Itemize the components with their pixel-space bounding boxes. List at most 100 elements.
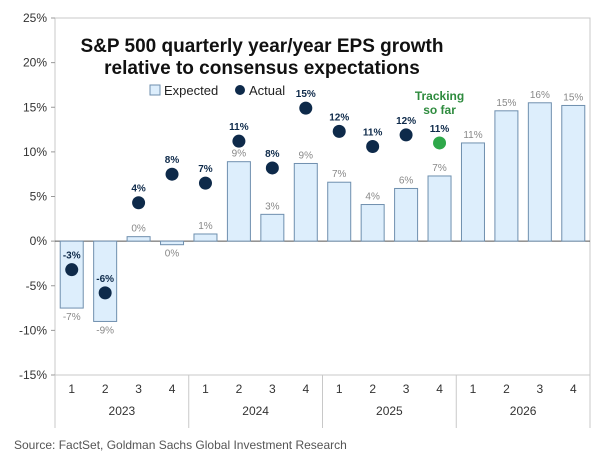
expected-value-label: 7% <box>332 169 347 180</box>
chart-legend: Expected Actual <box>149 83 285 98</box>
x-quarter-label: 3 <box>135 382 142 396</box>
x-year-label: 2025 <box>376 404 403 418</box>
tracking-annotation: Tracking <box>415 89 464 103</box>
actual-value-label: 4% <box>131 184 146 195</box>
actual-dot <box>165 167 179 181</box>
expected-bar <box>360 204 385 242</box>
expected-bar <box>126 236 151 242</box>
legend-actual-label: Actual <box>249 83 285 98</box>
actual-dot <box>98 286 112 300</box>
expected-bar <box>460 142 485 242</box>
x-quarter-label: 2 <box>236 382 243 396</box>
actual-value-label: 7% <box>198 164 213 175</box>
actual-value-label: 12% <box>329 112 349 123</box>
legend-expected-swatch <box>149 84 161 96</box>
x-quarter-label: 4 <box>436 382 443 396</box>
expected-value-label: 0% <box>131 224 146 235</box>
expected-value-label: 4% <box>365 192 380 203</box>
y-tick-label: 5% <box>30 190 48 204</box>
actual-dot <box>399 128 413 142</box>
expected-value-label: 11% <box>463 130 482 141</box>
expected-value-label: 16% <box>530 90 550 101</box>
expected-value-label: -9% <box>96 325 114 336</box>
actual-dot <box>366 140 380 154</box>
actual-value-label: 11% <box>363 128 383 139</box>
x-quarter-label: 3 <box>403 382 410 396</box>
expected-value-label: 9% <box>232 149 247 160</box>
y-tick-label: 10% <box>23 145 47 159</box>
x-year-label: 2024 <box>242 404 269 418</box>
actual-dot <box>198 176 212 190</box>
expected-value-label: 15% <box>496 98 516 109</box>
expected-bar <box>93 240 118 322</box>
expected-bar <box>427 175 452 242</box>
x-quarter-label: 4 <box>302 382 309 396</box>
x-year-label: 2023 <box>109 404 136 418</box>
y-tick-label: -15% <box>19 368 47 382</box>
actual-dot <box>299 101 313 115</box>
legend-actual-swatch <box>235 85 245 95</box>
actual-dots <box>65 101 447 300</box>
chart-title-line: S&P 500 quarterly year/year EPS growth <box>81 36 444 57</box>
x-quarter-label: 1 <box>470 382 477 396</box>
x-axis-labels: 1 2 3 4 1 2 3 4 1 2 3 4 1 2 3 4 2023 2024 2025 2026 <box>54 375 591 428</box>
x-quarter-label: 1 <box>68 382 75 396</box>
expected-bar <box>160 240 185 246</box>
actual-value-label: 12% <box>396 116 416 127</box>
expected-bar <box>226 161 251 242</box>
actual-value-label: 8% <box>165 155 180 166</box>
y-tick-label: 25% <box>23 11 47 25</box>
x-year-label: 2026 <box>510 404 537 418</box>
actual-value-label: 15% <box>296 89 316 100</box>
chart-title-line: relative to consensus expectations <box>104 58 420 79</box>
tracking-annotation: so far <box>423 103 456 117</box>
actual-dot <box>132 196 146 210</box>
actual-value-label: 11% <box>430 124 450 135</box>
y-tick-label: -5% <box>26 279 48 293</box>
x-quarter-label: 3 <box>269 382 276 396</box>
eps-growth-chart: 25% 20% 15% 10% 5% 0% -5% -10% -15% -7% -9% 0% 0% 1%… <box>19 11 591 428</box>
x-quarter-label: 2 <box>102 382 109 396</box>
expected-value-label: 3% <box>265 201 280 212</box>
y-tick-label: -10% <box>19 323 47 337</box>
data-labels: -7% -9% 0% 0% 1% 9% 3% 9% 7% 4% 6% 7% 11% 15% 16% 15% -3… <box>63 89 584 336</box>
actual-dot <box>232 134 246 148</box>
expected-bar <box>193 233 218 242</box>
y-tick-label: 20% <box>23 56 47 70</box>
actual-value-label: -3% <box>63 251 81 262</box>
expected-value-label: 6% <box>399 175 414 186</box>
expected-bar <box>527 102 552 242</box>
expected-value-label: 9% <box>299 150 314 161</box>
source-note: Source: FactSet, Goldman Sachs Global In… <box>14 438 347 452</box>
actual-dot <box>265 161 279 175</box>
expected-bars <box>59 102 586 322</box>
expected-bar <box>494 110 519 242</box>
actual-value-label: -6% <box>96 274 114 285</box>
expected-bar <box>394 187 419 242</box>
expected-bar <box>260 213 285 242</box>
x-quarter-label: 4 <box>570 382 577 396</box>
x-quarter-label: 2 <box>369 382 376 396</box>
expected-value-label: 7% <box>432 163 447 174</box>
actual-value-label: 11% <box>229 122 249 133</box>
actual-dot <box>332 124 346 138</box>
expected-value-label: -7% <box>63 312 81 323</box>
expected-value-label: 15% <box>563 92 583 103</box>
x-quarter-label: 1 <box>202 382 209 396</box>
y-tick-label: 15% <box>23 100 47 114</box>
actual-value-label: 8% <box>265 149 280 160</box>
actual-dot <box>65 263 79 277</box>
x-quarter-label: 1 <box>336 382 343 396</box>
expected-value-label: 0% <box>165 249 180 260</box>
x-quarter-label: 2 <box>503 382 510 396</box>
x-quarter-label: 4 <box>169 382 176 396</box>
x-quarter-label: 3 <box>537 382 544 396</box>
expected-bar <box>293 162 318 242</box>
y-tick-label: 0% <box>30 234 48 248</box>
expected-bar <box>327 181 352 242</box>
chart-title: S&P 500 quarterly year/year EPS growthre… <box>81 36 444 79</box>
expected-bar <box>561 104 586 242</box>
legend-expected-label: Expected <box>164 83 218 98</box>
tracking-dot <box>433 136 447 150</box>
expected-value-label: 1% <box>198 221 213 232</box>
